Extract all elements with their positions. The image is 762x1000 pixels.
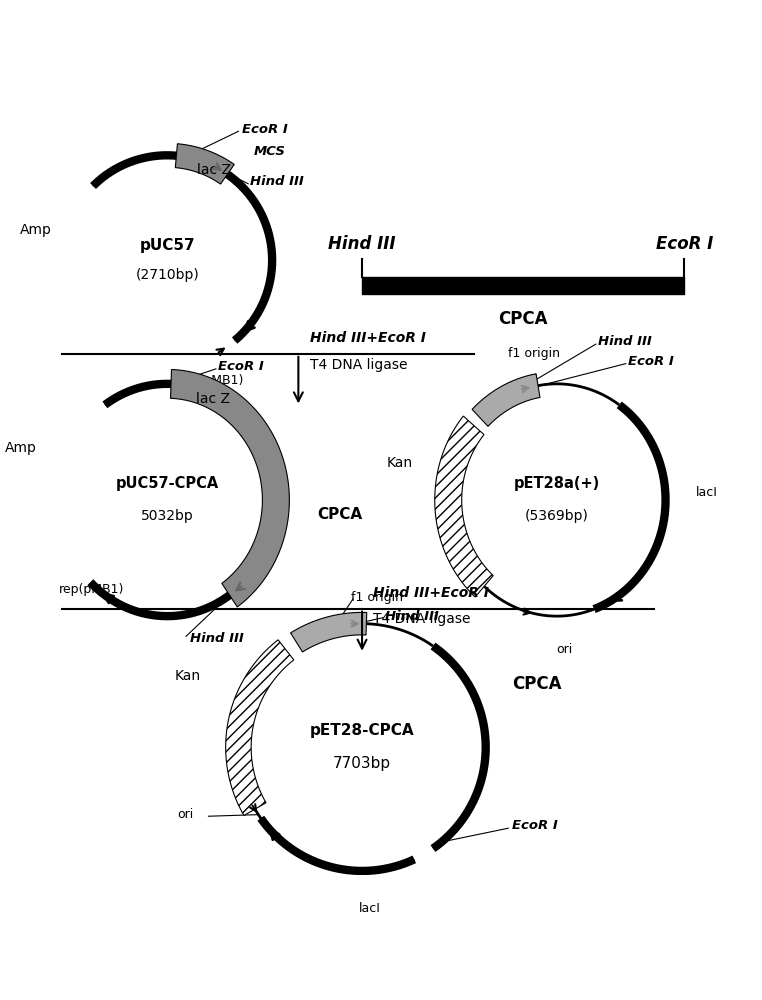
Text: rep(pMB1): rep(pMB1)	[59, 583, 124, 596]
Text: ori: ori	[178, 808, 194, 821]
Text: MCS: MCS	[254, 145, 285, 158]
Text: Hind III+EcoR I: Hind III+EcoR I	[309, 331, 425, 345]
Text: EcoR I: EcoR I	[628, 355, 674, 368]
Text: Kan: Kan	[386, 456, 412, 470]
Text: pUC57: pUC57	[139, 238, 195, 253]
Text: f1 origin: f1 origin	[351, 591, 403, 604]
Text: Hind III: Hind III	[598, 335, 652, 348]
Text: Hind III+EcoR I: Hind III+EcoR I	[373, 586, 489, 600]
Polygon shape	[175, 144, 234, 184]
Text: CPCA: CPCA	[512, 675, 562, 693]
Polygon shape	[290, 612, 367, 652]
Text: (2710bp): (2710bp)	[136, 268, 199, 282]
Text: EcoR I: EcoR I	[218, 360, 264, 373]
Text: Hind III: Hind III	[190, 632, 243, 645]
Polygon shape	[435, 416, 493, 597]
Text: lacI: lacI	[696, 486, 717, 499]
Polygon shape	[472, 374, 540, 426]
Polygon shape	[171, 370, 290, 607]
Text: lac Z: lac Z	[196, 392, 229, 406]
Text: f1 origin: f1 origin	[508, 347, 560, 360]
Text: CPCA: CPCA	[498, 310, 548, 328]
Text: EcoR I: EcoR I	[242, 123, 288, 136]
Text: T4 DNA ligase: T4 DNA ligase	[309, 358, 407, 372]
Text: pUC57-CPCA: pUC57-CPCA	[116, 476, 219, 491]
Text: (5369bp): (5369bp)	[525, 509, 589, 523]
Text: Amp: Amp	[5, 441, 37, 455]
Text: lacI: lacI	[359, 902, 380, 915]
Text: ori: ori	[556, 643, 572, 656]
Text: Hind III: Hind III	[250, 175, 303, 188]
Polygon shape	[226, 640, 294, 815]
Text: Hind III: Hind III	[328, 235, 395, 253]
Text: EcoR I: EcoR I	[512, 819, 558, 832]
Text: pET28-CPCA: pET28-CPCA	[309, 723, 415, 738]
Text: CPCA: CPCA	[317, 507, 362, 522]
Text: T4 DNA ligase: T4 DNA ligase	[373, 612, 471, 626]
Text: 7703bp: 7703bp	[333, 756, 391, 771]
Text: 5032bp: 5032bp	[141, 509, 194, 523]
Text: lac Z: lac Z	[197, 163, 231, 177]
Text: rep(pMB1): rep(pMB1)	[178, 374, 244, 387]
Text: Hind III: Hind III	[385, 610, 438, 623]
Text: pET28a(+): pET28a(+)	[514, 476, 600, 491]
Text: Kan: Kan	[174, 669, 201, 683]
Text: EcoR I: EcoR I	[655, 235, 713, 253]
Text: Amp: Amp	[20, 223, 52, 237]
